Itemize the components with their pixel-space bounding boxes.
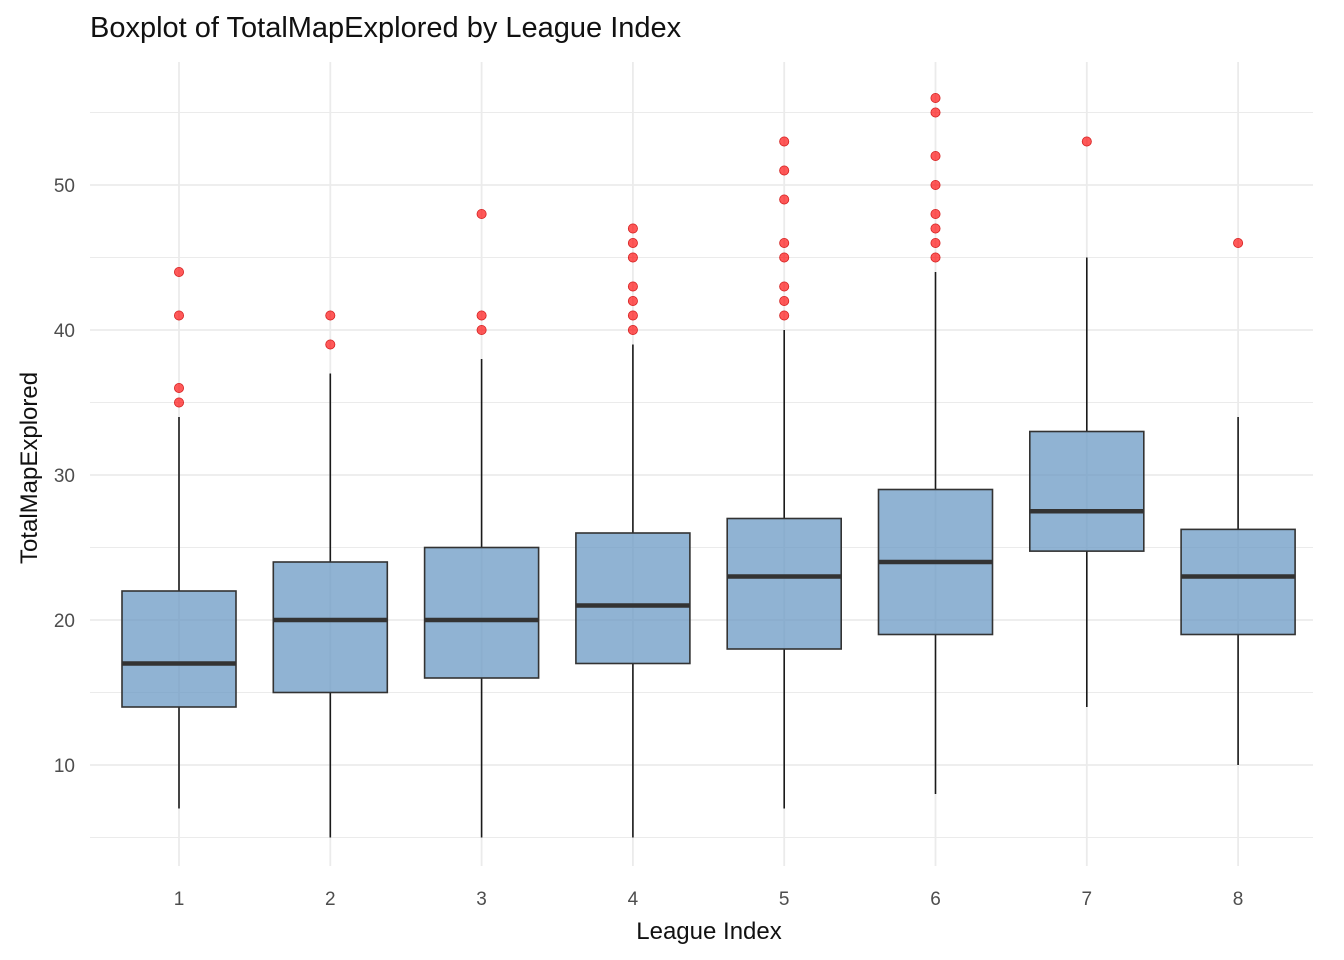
outlier-point [779,310,790,321]
x-tick-label: 1 [174,889,185,910]
box-iqr [1029,430,1145,552]
box-iqr [423,546,540,679]
y-tick-label: 40 [54,321,75,342]
outlier-point [627,281,638,292]
box-iqr [272,561,389,694]
outlier-point [173,382,184,393]
y-tick-label: 30 [54,466,75,487]
outlier-point [779,165,790,176]
outlier-point [627,324,638,335]
y-axis-title: TotalMapExplored [16,372,43,564]
y-tick-label: 10 [54,756,75,777]
outlier-point [779,252,790,263]
x-tick-label: 5 [779,889,790,910]
outlier-point [930,179,941,190]
outlier-point [930,223,941,234]
outlier-point [779,237,790,248]
outlier-point [627,223,638,234]
outlier-point [627,252,638,263]
outlier-point [627,295,638,306]
outlier-point [627,310,638,321]
outlier-point [930,252,941,263]
outlier-point [627,237,638,248]
outlier-point [930,107,941,118]
x-tick-label: 4 [628,889,639,910]
x-tick-label: 3 [476,889,487,910]
x-tick-label: 2 [325,889,336,910]
outlier-point [930,237,941,248]
outlier-point [173,310,184,321]
x-tick-label: 6 [930,889,941,910]
outlier-point [930,208,941,219]
outlier-point [476,310,487,321]
outlier-point [779,136,790,147]
x-axis-title: League Index [636,918,781,945]
outlier-point [1233,237,1244,248]
box-iqr [1180,528,1296,636]
outlier-point [476,324,487,335]
x-tick-label: 8 [1233,889,1244,910]
outlier-point [779,295,790,306]
outlier-point [930,93,941,104]
outlier-point [779,281,790,292]
outlier-point [173,397,184,408]
outlier-point [476,208,487,219]
box-iqr [726,517,843,650]
outlier-point [1081,136,1092,147]
outlier-point [173,266,184,277]
box-iqr [121,590,237,708]
y-tick-label: 50 [54,176,75,197]
y-tick-label: 20 [54,611,75,632]
x-tick-label: 7 [1082,889,1093,910]
outlier-point [325,310,336,321]
outlier-point [779,194,790,205]
box-iqr [575,532,691,665]
outlier-point [325,339,336,350]
chart-title: Boxplot of TotalMapExplored by League In… [90,12,682,44]
outlier-point [930,150,941,161]
